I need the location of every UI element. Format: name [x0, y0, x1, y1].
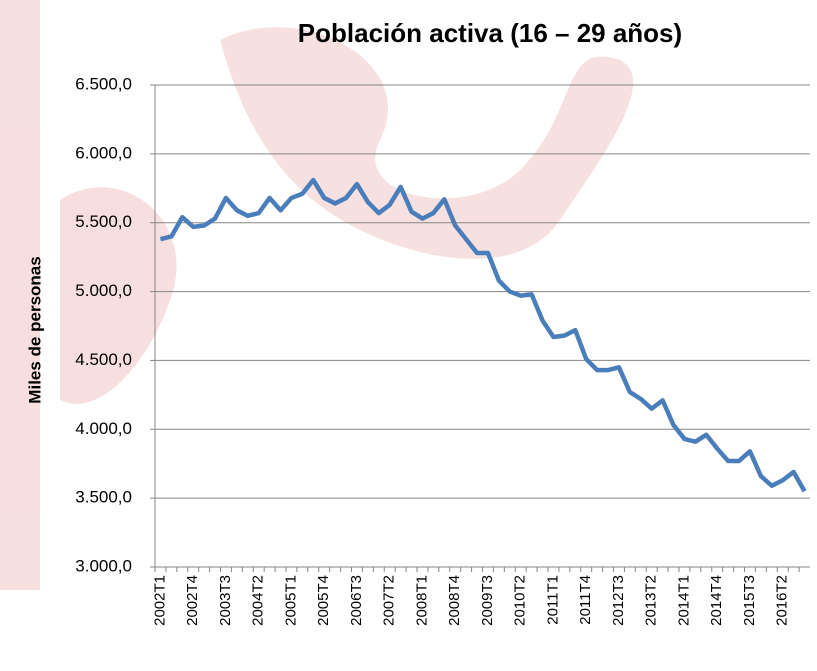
x-tick-label: 2013T2: [643, 575, 660, 626]
chart-title: Población activa (16 – 29 años): [298, 18, 682, 48]
x-tick-label: 2006T3: [348, 575, 365, 626]
x-tick-label: 2011T1: [544, 575, 561, 625]
y-tick-label: 6.500,0: [75, 74, 132, 93]
watermark-shape: [220, 27, 633, 259]
y-tick-label: 3.500,0: [75, 488, 132, 507]
x-tick-label: 2005T4: [315, 575, 332, 626]
chart: Población activa (16 – 29 años) Miles de…: [0, 0, 817, 671]
x-tick-label: 2016T2: [774, 575, 791, 626]
x-tick-label: 2002T4: [184, 575, 201, 626]
x-tick-label: 2009T3: [479, 575, 496, 626]
x-tick-label: 2014T1: [675, 575, 692, 626]
x-tick-label: 2011T4: [577, 575, 594, 625]
y-tick-label: 5.500,0: [75, 212, 132, 231]
x-tick-label: 2004T2: [250, 575, 267, 626]
y-tick-label: 4.000,0: [75, 419, 132, 438]
x-tick-label: 2003T3: [217, 575, 234, 626]
y-tick-label: 6.000,0: [75, 143, 132, 162]
x-tick-label: 2008T4: [446, 575, 463, 626]
y-tick-label: 3.000,0: [75, 556, 132, 575]
x-tick-label: 2005T1: [282, 575, 299, 626]
x-tick-label: 2015T3: [741, 575, 758, 626]
x-tick-label: 2002T1: [151, 575, 168, 626]
x-tick-label: 2012T3: [610, 575, 627, 626]
y-axis-label: Miles de personas: [25, 256, 44, 403]
x-tick-label: 2014T4: [708, 575, 725, 626]
x-tick-label: 2007T2: [381, 575, 398, 626]
y-tick-label: 5.000,0: [75, 281, 132, 300]
x-tick-label: 2010T2: [512, 575, 529, 626]
y-tick-label: 4.500,0: [75, 350, 132, 369]
x-tick-label: 2008T1: [413, 575, 430, 626]
